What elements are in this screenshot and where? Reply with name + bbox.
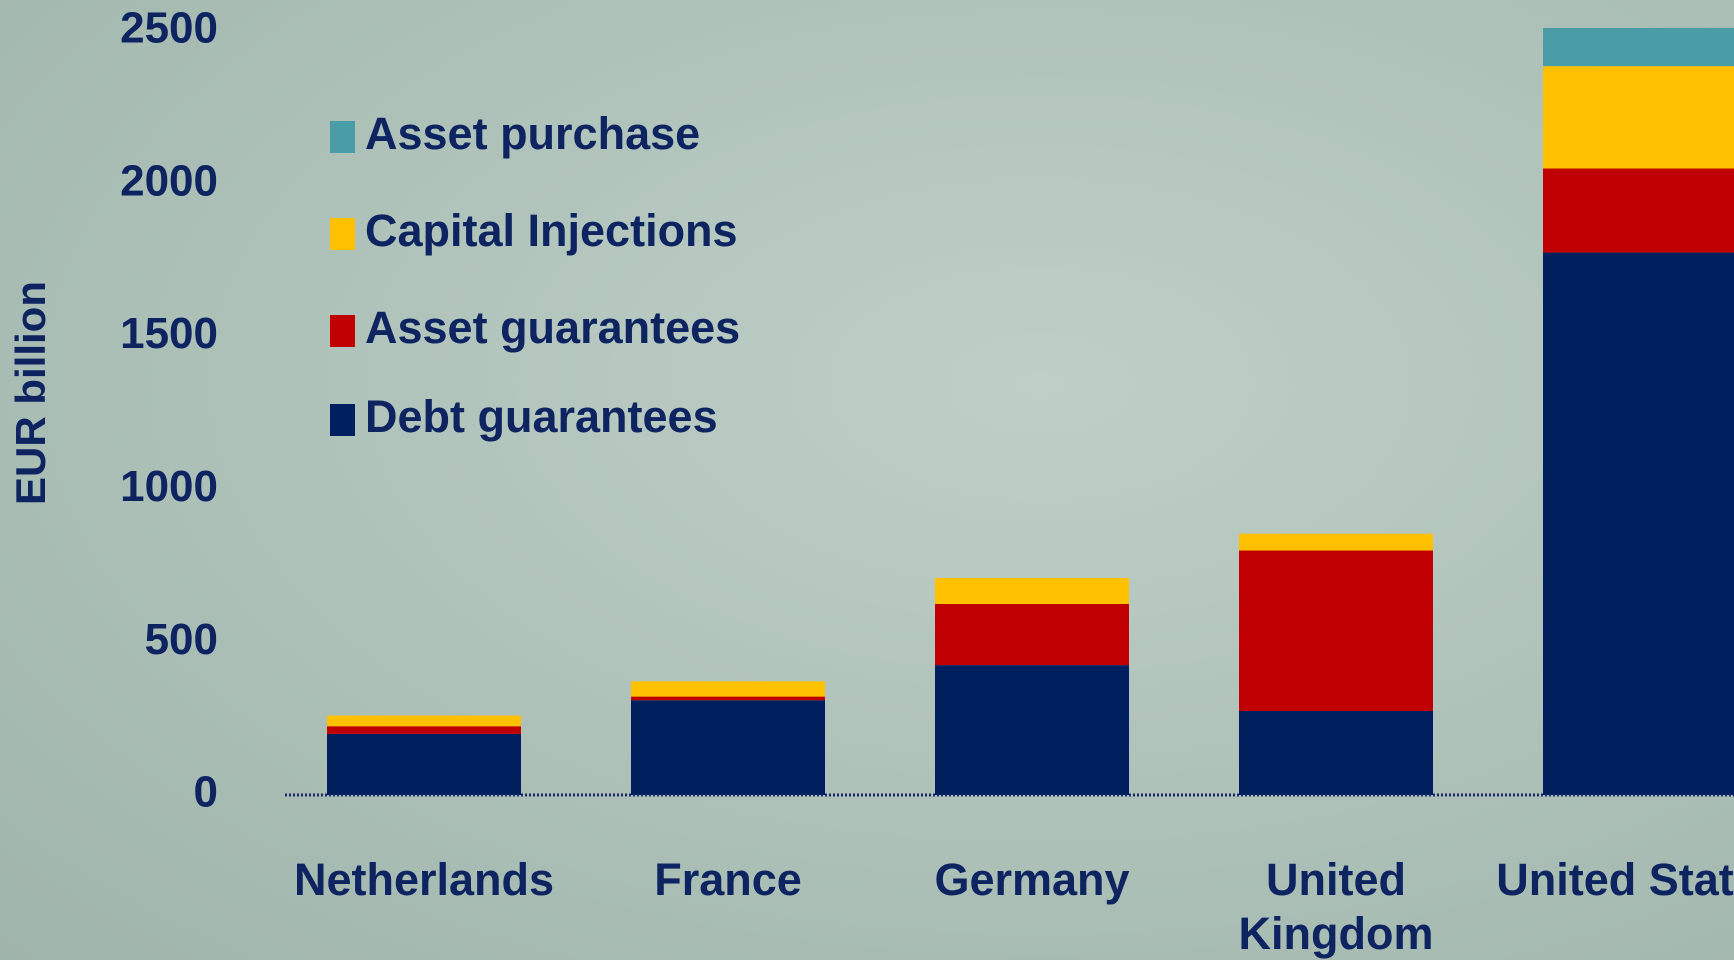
bar-segment xyxy=(1543,253,1734,795)
legend-label: Debt guarantees xyxy=(365,391,718,442)
bar-segment xyxy=(1239,551,1433,711)
x-tick-label: France xyxy=(578,853,878,907)
bar-segment xyxy=(631,700,825,795)
legend-label: Asset guarantees xyxy=(365,302,740,353)
bar-segment xyxy=(1543,28,1734,66)
chart: EUR billion 0 500 1000 1500 2000 2500 Debt gua… xyxy=(0,0,1734,960)
legend-label: Capital Injections xyxy=(365,205,738,256)
y-tick-label: 0 xyxy=(194,768,218,817)
x-tick-label: United Kingdom xyxy=(1186,853,1486,960)
bar-segment xyxy=(327,734,521,795)
bar-segment xyxy=(935,665,1129,795)
y-tick-label: 1500 xyxy=(120,309,218,358)
bar-segment xyxy=(1239,534,1433,551)
bar-segment xyxy=(1543,169,1734,253)
y-axis-title: EUR billion xyxy=(7,281,54,505)
x-tick-label: United States xyxy=(1490,853,1734,907)
legend-swatch xyxy=(330,121,355,153)
x-tick-label: Netherlands xyxy=(274,853,574,907)
x-tick-label: Germany xyxy=(882,853,1182,907)
bar-segment xyxy=(631,697,825,701)
legend-swatch xyxy=(330,315,355,347)
legend-swatch xyxy=(330,404,355,436)
chart-page: EUR billion 0 500 1000 1500 2000 2500 Debt gua… xyxy=(0,0,1734,960)
bar-segment xyxy=(631,681,825,696)
y-tick-label: 2500 xyxy=(120,4,218,53)
legend-label: Asset purchase xyxy=(365,108,700,159)
bar-segment xyxy=(327,716,521,727)
y-tick-label: 500 xyxy=(145,615,218,664)
bar-segment xyxy=(935,578,1129,604)
bar-segment xyxy=(1239,711,1433,795)
y-tick-label: 2000 xyxy=(120,156,218,205)
bar-segment xyxy=(1543,66,1734,168)
bar-segment xyxy=(935,604,1129,665)
legend-swatch xyxy=(330,218,355,250)
y-tick-label: 1000 xyxy=(120,462,218,511)
bar-segment xyxy=(327,726,521,734)
